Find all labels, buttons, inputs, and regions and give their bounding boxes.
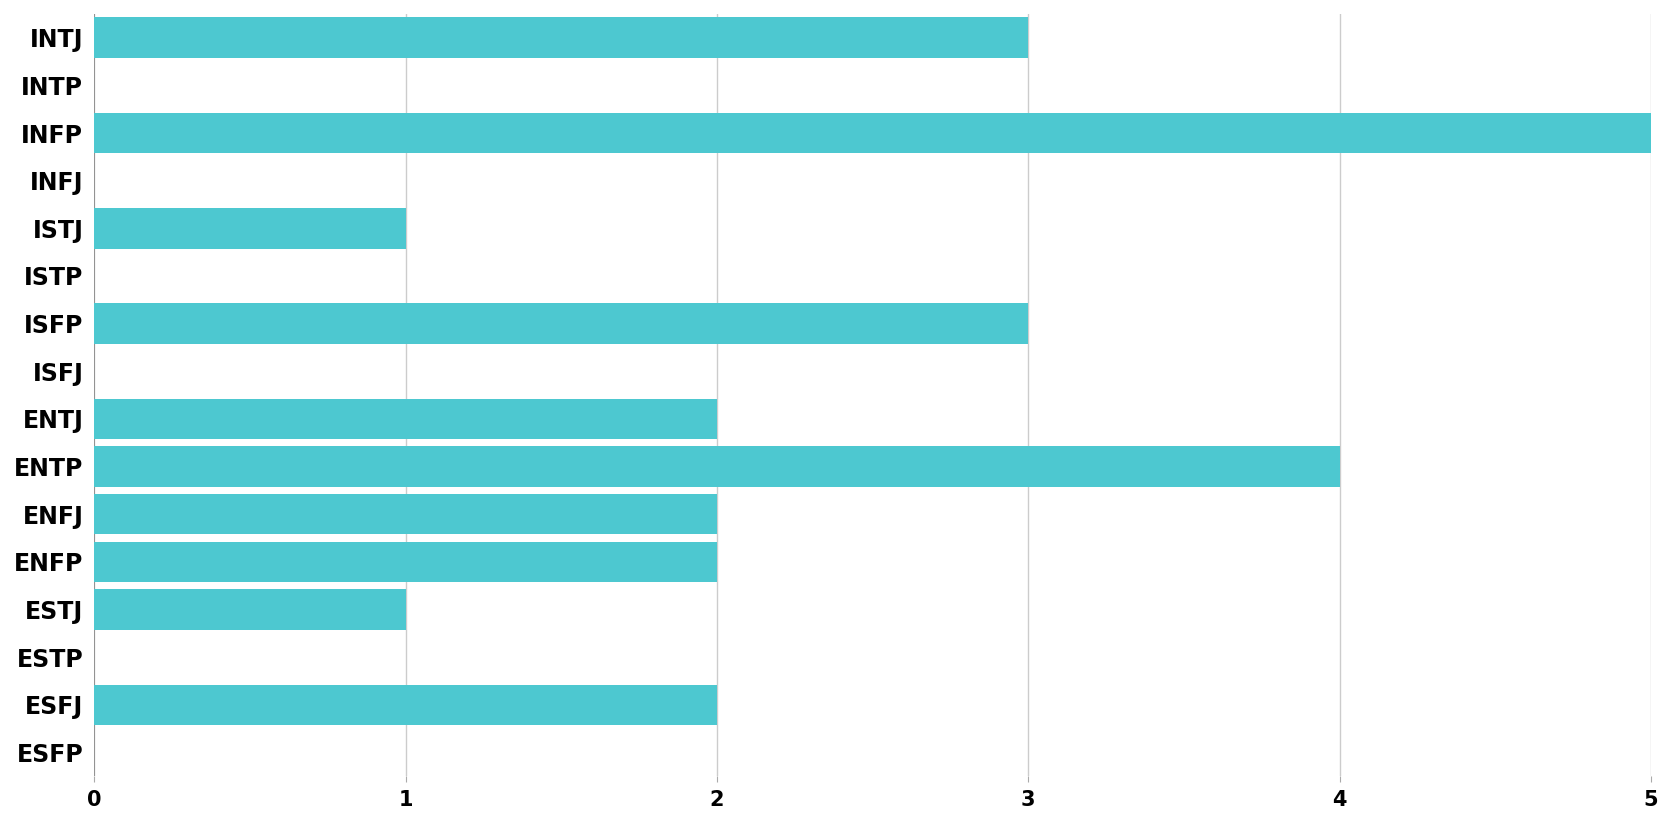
Bar — [94, 399, 717, 439]
Bar — [94, 303, 1028, 344]
Bar — [94, 541, 717, 582]
Bar — [94, 447, 1339, 487]
Bar — [94, 17, 1028, 58]
Bar — [94, 113, 1650, 153]
Bar — [94, 589, 406, 630]
Bar — [94, 208, 406, 249]
Bar — [94, 685, 717, 725]
Bar — [94, 494, 717, 535]
